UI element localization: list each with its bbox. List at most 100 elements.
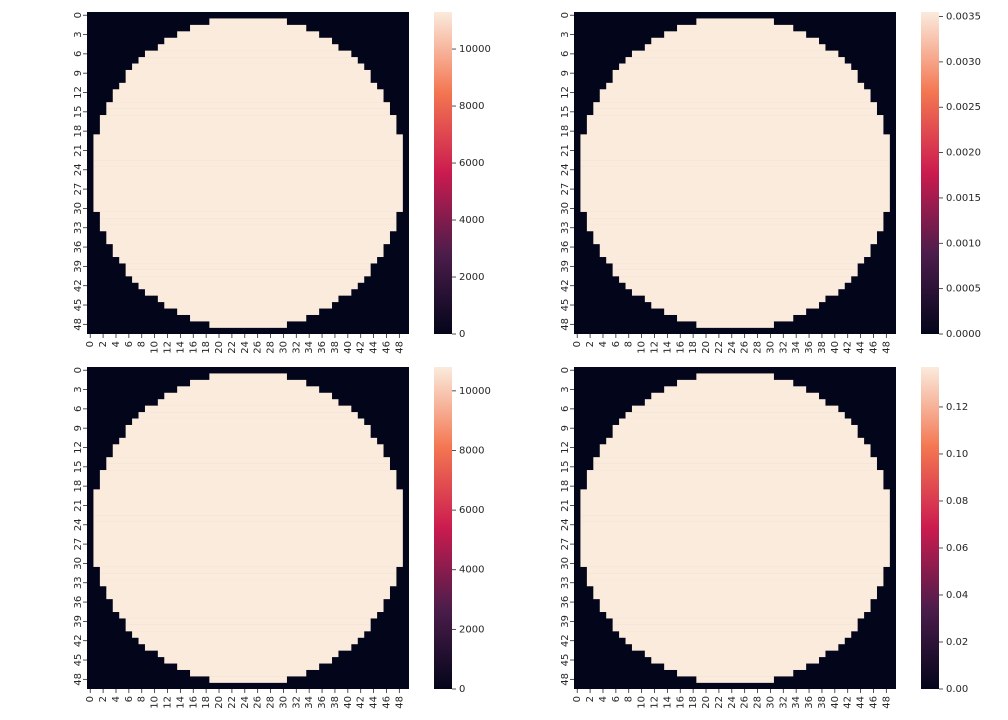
heatmap-cell-run: [580, 515, 890, 522]
x-tick-label: 34: [304, 341, 315, 354]
heatmap-cell-run: [580, 508, 890, 516]
x-tick-label: 30: [278, 696, 289, 709]
heatmap-cell-run: [125, 269, 371, 277]
x-tick-label: 18: [688, 696, 699, 709]
y-tick-label: 30: [560, 557, 571, 570]
y-tick-label: 15: [73, 460, 84, 473]
colorbar-tick-label: 10000: [459, 386, 491, 397]
heatmap-cell-run: [599, 250, 871, 258]
x-tick-label: 32: [291, 341, 302, 354]
x-tick-label: 46: [381, 696, 392, 709]
heatmap-cell-run: [119, 437, 378, 445]
heatmap-cell-run: [125, 69, 371, 77]
heatmap-cell-run: [125, 263, 371, 270]
heatmap-cell-run: [99, 115, 397, 122]
y-tick-label: 24: [73, 518, 84, 531]
heatmap-cell-run: [125, 624, 371, 632]
heatmap-cell-run: [586, 470, 884, 477]
heatmap-cell-run: [612, 431, 858, 439]
x-tick-label: 28: [753, 341, 764, 354]
heatmap-cell-run: [93, 528, 403, 535]
x-tick-label: 20: [214, 696, 225, 709]
y-tick-label: 45: [560, 654, 571, 667]
x-tick-label: 44: [856, 696, 867, 709]
heatmap-cell-run: [112, 243, 384, 251]
y-tick-label: 36: [73, 596, 84, 609]
heatmap-cell-run: [580, 185, 890, 193]
y-tick-label: 39: [560, 260, 571, 273]
heatmap-cell-run: [157, 650, 339, 658]
heatmap-cell-run: [125, 424, 371, 432]
heatmap-cell-run: [99, 579, 397, 587]
x-tick-label: 10: [637, 696, 648, 709]
heatmap-cell-run: [677, 379, 794, 387]
y-tick-label: 6: [560, 406, 571, 412]
heatmap-cell-run: [612, 69, 858, 77]
heatmap-cell-run: [606, 82, 865, 90]
heatmap-cell-run: [599, 598, 871, 606]
heatmap-cell-run: [696, 18, 774, 26]
x-tick-label: 48: [394, 696, 405, 709]
x-tick-label: 6: [124, 696, 135, 702]
x-tick-label: 20: [701, 696, 712, 709]
heatmap-cell-run: [651, 392, 820, 400]
y-tick-label: 39: [560, 615, 571, 628]
heatmap-cell-run: [625, 637, 845, 645]
x-tick-label: 6: [124, 341, 135, 347]
x-tick-label: 24: [727, 696, 738, 709]
x-tick-label: 16: [675, 341, 686, 354]
x-tick-label: 46: [868, 696, 879, 709]
x-tick-label: 48: [394, 341, 405, 354]
y-tick-label: 9: [560, 70, 571, 76]
x-tick-label: 8: [624, 341, 635, 347]
heatmap-cell-run: [99, 127, 397, 135]
heatmap-cell-run: [586, 573, 884, 580]
x-tick-label: 18: [201, 696, 212, 709]
heatmap-cell-run: [593, 585, 877, 593]
heatmap-cell-run: [580, 553, 890, 561]
y-tick-label: 48: [73, 673, 84, 686]
x-tick-label: 46: [868, 341, 879, 354]
heatmap-cell-run: [99, 218, 397, 225]
y-tick-label: 9: [73, 70, 84, 76]
heatmap-cell-run: [99, 470, 397, 477]
y-tick-label: 33: [73, 576, 84, 589]
x-tick-label: 4: [598, 341, 609, 347]
heatmap-cell-run: [677, 669, 794, 677]
heatmap-cell-run: [106, 102, 390, 109]
heatmap-cell-run: [593, 108, 877, 116]
heatmap-cell-run: [99, 476, 397, 484]
heatmap-cell-run: [119, 611, 378, 619]
heatmap-cell-run: [625, 412, 845, 419]
heatmap-cell-run: [664, 386, 807, 394]
heatmap-cell-run: [580, 192, 890, 200]
x-tick-label: 18: [688, 341, 699, 354]
heatmap-cell-run: [677, 24, 794, 32]
x-tick-label: 34: [791, 696, 802, 709]
colorbar: [434, 367, 452, 689]
heatmap-cell-run: [644, 44, 826, 51]
heatmap-cell-run: [606, 611, 865, 619]
y-tick-label: 12: [560, 441, 571, 454]
y-tick-label: 48: [73, 318, 84, 331]
heatmap-cell-run: [138, 412, 358, 419]
x-tick-label: 12: [163, 696, 174, 709]
heatmap-cell-run: [99, 573, 397, 580]
heatmap-cell-run: [593, 102, 877, 109]
x-tick-label: 36: [804, 341, 815, 354]
heatmap-cell-run: [106, 463, 390, 471]
x-tick-label: 46: [381, 341, 392, 354]
x-tick-label: 14: [662, 341, 673, 354]
heatmap-cell-run: [157, 399, 339, 406]
y-tick-label: 39: [73, 615, 84, 628]
x-tick-label: 26: [740, 696, 751, 709]
heatmap-cell-run: [631, 405, 839, 413]
y-tick-label: 27: [73, 538, 84, 551]
heatmap-cell-run: [164, 656, 333, 664]
heatmap-cell-run: [580, 521, 890, 529]
heatmap-cell-run: [106, 108, 390, 116]
heatmap-cell-run: [696, 321, 774, 328]
y-tick-label: 45: [560, 299, 571, 312]
y-tick-label: 6: [73, 406, 84, 412]
